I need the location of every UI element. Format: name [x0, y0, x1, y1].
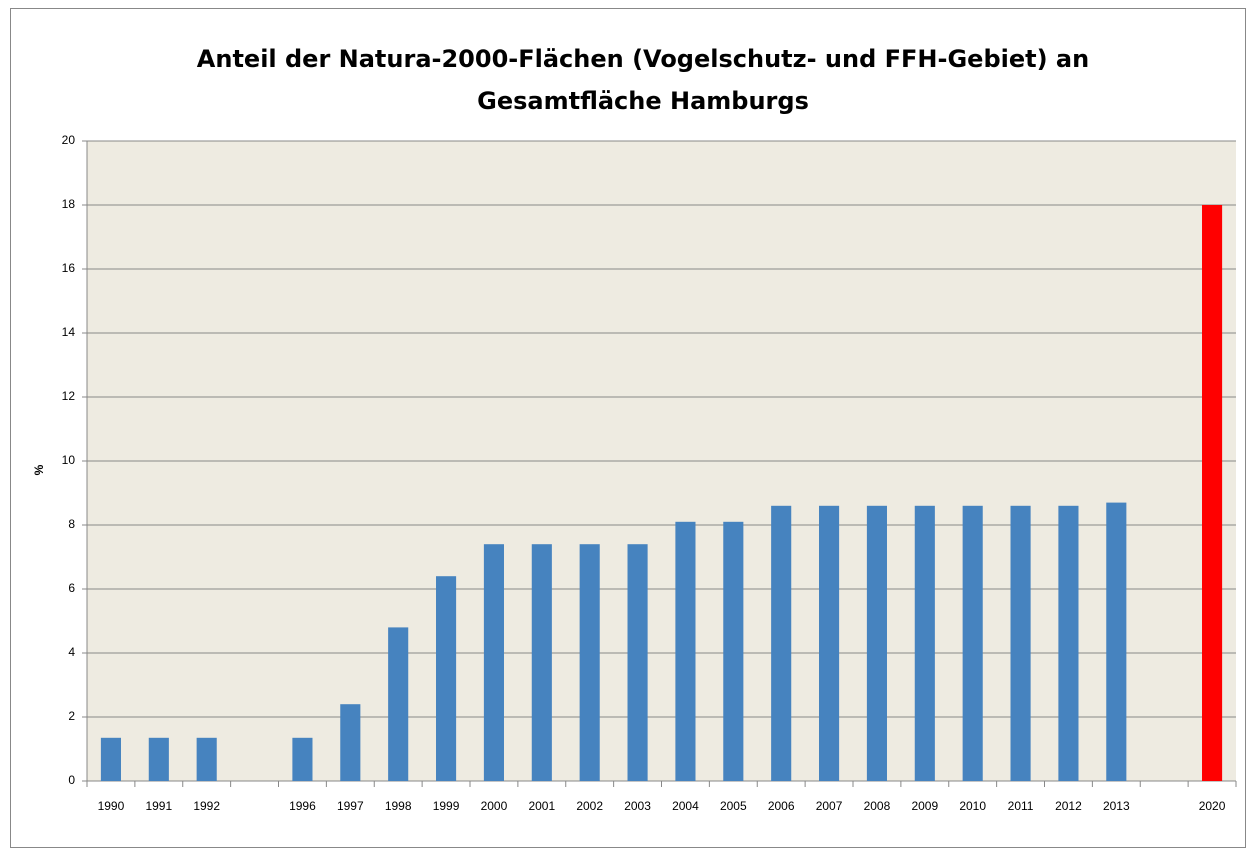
chart-title: Gesamtfläche Hamburgs: [477, 87, 809, 115]
y-tick-label: 14: [62, 325, 76, 339]
bar: [531, 544, 552, 781]
bar: [675, 521, 696, 781]
bar: [1058, 505, 1079, 781]
x-tick-label: 2000: [481, 799, 508, 813]
y-tick-label: 4: [68, 645, 75, 659]
bar: [436, 576, 457, 781]
x-tick-label: 2020: [1199, 799, 1226, 813]
bar: [196, 737, 217, 781]
y-tick-label: 2: [68, 709, 75, 723]
x-tick-label: 2007: [816, 799, 843, 813]
y-tick-label: 0: [68, 773, 75, 787]
x-tick-label: 2012: [1055, 799, 1082, 813]
bar: [771, 505, 792, 781]
x-tick-label: 2006: [768, 799, 795, 813]
x-tick-label: 1999: [433, 799, 460, 813]
bar: [1202, 205, 1223, 781]
x-tick-label: 1992: [193, 799, 220, 813]
x-tick-label: 2003: [624, 799, 651, 813]
bar: [962, 505, 983, 781]
x-tick-label: 2001: [528, 799, 555, 813]
x-tick-label: 2005: [720, 799, 747, 813]
y-axis-label: %: [32, 464, 46, 475]
x-tick-label: 1991: [145, 799, 172, 813]
bar: [866, 505, 887, 781]
y-tick-label: 12: [62, 389, 76, 403]
x-tick-label: 1998: [385, 799, 412, 813]
bar: [579, 544, 600, 781]
y-tick-label: 8: [68, 517, 75, 531]
y-tick-label: 16: [62, 261, 76, 275]
bar: [148, 737, 169, 781]
y-tick-label: 10: [62, 453, 76, 467]
x-tick-label: 2010: [959, 799, 986, 813]
x-tick-label: 1990: [98, 799, 125, 813]
x-tick-label: 2011: [1008, 799, 1034, 813]
y-tick-label: 20: [62, 133, 76, 147]
bar: [1106, 502, 1127, 781]
x-tick-label: 1996: [289, 799, 316, 813]
bar: [1010, 505, 1031, 781]
x-tick-label: 1997: [337, 799, 364, 813]
x-tick-label: 2002: [576, 799, 603, 813]
bar: [627, 544, 648, 781]
bar: [100, 737, 121, 781]
bar: [483, 544, 504, 781]
bar: [819, 505, 840, 781]
x-tick-label: 2009: [911, 799, 938, 813]
x-tick-label: 2013: [1103, 799, 1130, 813]
bar: [340, 704, 361, 781]
bar: [723, 521, 744, 781]
chart-title: Anteil der Natura-2000-Flächen (Vogelsch…: [197, 45, 1089, 73]
bar: [292, 737, 313, 781]
bar: [388, 627, 409, 781]
bar: [914, 505, 935, 781]
y-tick-label: 18: [62, 197, 76, 211]
y-tick-label: 6: [68, 581, 75, 595]
x-tick-label: 2008: [864, 799, 891, 813]
x-tick-label: 2004: [672, 799, 699, 813]
